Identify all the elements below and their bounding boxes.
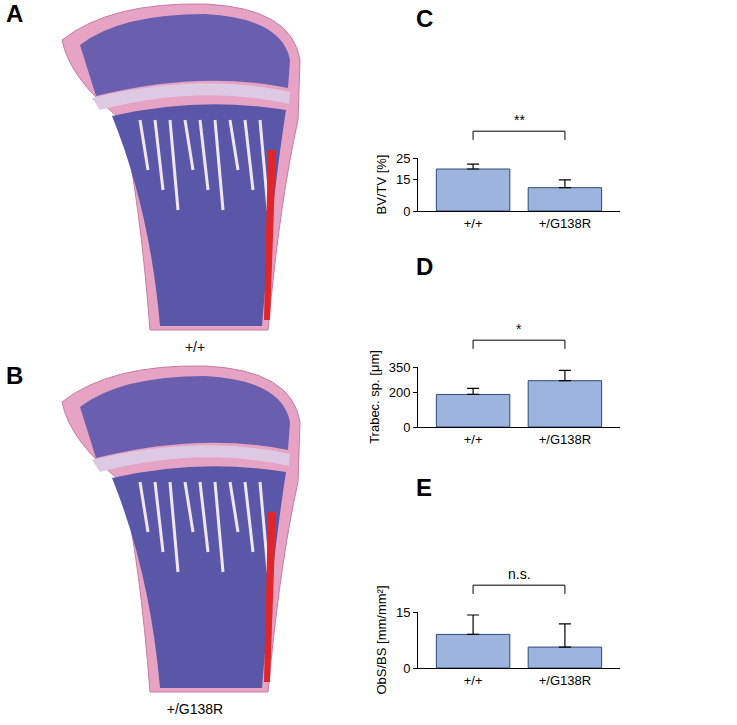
svg-text:D: D (416, 253, 433, 280)
svg-text:+/G138R: +/G138R (539, 673, 591, 688)
svg-text:+/+: +/+ (464, 673, 483, 688)
svg-text:15: 15 (396, 172, 410, 187)
svg-text:+/G138R: +/G138R (167, 701, 223, 717)
svg-text:+/+: +/+ (464, 432, 483, 447)
svg-text:200: 200 (389, 385, 411, 400)
svg-text:A: A (6, 0, 23, 27)
svg-text:BV/TV [%]: BV/TV [%] (374, 155, 389, 215)
svg-text:0: 0 (403, 204, 410, 219)
svg-text:*: * (516, 321, 522, 337)
svg-text:B: B (6, 362, 23, 389)
svg-text:n.s.: n.s. (508, 566, 531, 582)
svg-text:0: 0 (403, 661, 410, 676)
svg-text:ObS/BS [mm/mm²]: ObS/BS [mm/mm²] (374, 585, 389, 694)
svg-text:+/+: +/+ (185, 339, 205, 355)
svg-text:**: ** (514, 112, 525, 128)
svg-text:C: C (416, 5, 433, 32)
svg-text:0: 0 (403, 420, 410, 435)
svg-text:25: 25 (396, 151, 410, 166)
svg-text:+/+: +/+ (464, 216, 483, 231)
svg-text:+/G138R: +/G138R (539, 432, 591, 447)
svg-text:15: 15 (396, 605, 410, 620)
svg-text:+/G138R: +/G138R (539, 216, 591, 231)
svg-text:Trabec. sp. [μm]: Trabec. sp. [μm] (367, 350, 382, 444)
svg-text:350: 350 (389, 360, 411, 375)
svg-text:E: E (416, 474, 432, 501)
